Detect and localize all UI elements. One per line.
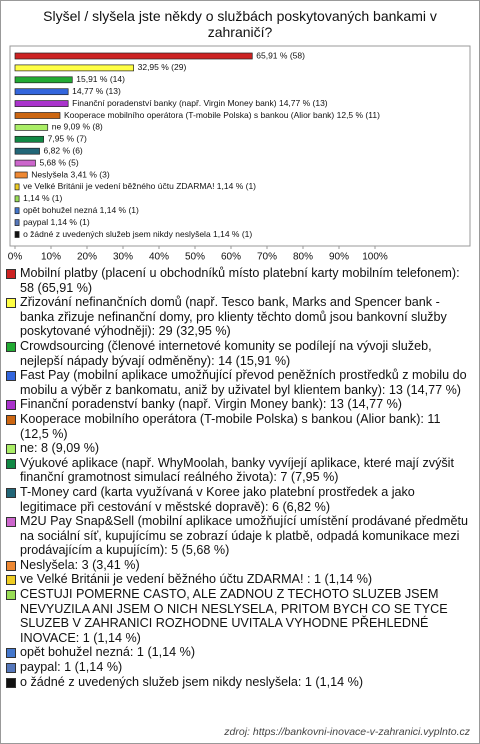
bar [14, 112, 61, 119]
legend-label: ve Velké Británii je vedení běžného účtu… [20, 572, 373, 587]
legend-entry: T-Money card (karta využívaná v Koree ja… [6, 485, 472, 514]
value-label: paypal 1,14 % (1) [23, 217, 90, 227]
legend-label: ne: 8 (9,09 %) [20, 441, 100, 456]
legend-label: opět bohužel nezná: 1 (1,14 %) [20, 645, 196, 660]
value-label: ne 9,09 % (8) [52, 122, 103, 132]
value-label: 7,95 % (7) [48, 134, 87, 144]
bar [14, 135, 44, 143]
legend-entry: o žádné z uvedených služeb jsem nikdy ne… [6, 675, 472, 690]
legend-entry: Neslyšela: 3 (3,41 %) [6, 558, 472, 573]
x-tick-label: 80% [293, 252, 313, 263]
bar [14, 171, 28, 179]
legend-entry: Kooperace mobilního operátora (T-mobile … [6, 412, 472, 441]
legend-label: T-Money card (karta využívaná v Koree ja… [20, 484, 415, 514]
legend-entry: ne: 8 (9,09 %) [6, 441, 472, 456]
legend-swatch [6, 560, 16, 571]
bar [14, 195, 20, 203]
value-label: ve Velké Británii je vedení běžného účtu… [23, 181, 256, 191]
legend-entry: Fast Pay (mobilní aplikace umožňující př… [6, 368, 472, 397]
value-label: 32,95 % (29) [138, 62, 187, 72]
chart-title: Slyšel / slyšela jste někdy o službách p… [43, 8, 437, 40]
legend-swatch [6, 400, 16, 411]
legend-label: Fast Pay (mobilní aplikace umožňující př… [20, 368, 467, 397]
legend-swatch [6, 458, 16, 469]
bar [14, 147, 40, 155]
x-tick-label: 70% [257, 252, 277, 263]
value-label: Kooperace mobilního operátora (T-mobile … [64, 110, 380, 120]
legend-swatch [6, 663, 16, 674]
value-label: 65,91 % (58) [256, 50, 305, 60]
legend-entry: Výukové aplikace (např. WhyMoolah, banky… [6, 456, 472, 485]
legend-entry: CESTUJI POMERNE CASTO, ALE ZADNOU Z TECH… [6, 587, 472, 645]
legend-entry: ve Velké Británii je vedení běžného účtu… [6, 572, 472, 587]
legend: Mobilní platby (placení u obchodníků mís… [6, 266, 472, 689]
legend-label: Finanční poradenství banky (např. Virgin… [20, 397, 402, 412]
legend-swatch [6, 590, 16, 601]
legend-label: Výukové aplikace (např. WhyMoolah, banky… [20, 455, 454, 485]
legend-swatch [6, 371, 16, 382]
legend-label: Crowdsourcing (členové internetové komun… [20, 338, 432, 368]
bar [14, 64, 134, 72]
legend-swatch [6, 575, 16, 586]
value-label: 14,77 % (13) [72, 86, 121, 96]
legend-entry: Crowdsourcing (členové internetové komun… [6, 339, 472, 368]
bar [14, 124, 49, 131]
value-label: 5,68 % (5) [39, 157, 78, 167]
bar [14, 219, 20, 226]
legend-swatch [6, 414, 16, 425]
x-tick-label: 60% [221, 252, 241, 263]
bar [14, 183, 20, 191]
value-label: 15,91 % (14) [76, 74, 125, 84]
legend-swatch [6, 487, 16, 498]
legend-label: M2U Pay Snap&Sell (mobilní aplikace umož… [20, 514, 469, 558]
x-tick-label: 100% [362, 252, 388, 263]
bar [14, 231, 20, 238]
legend-label: paypal: 1 (1,14 %) [20, 660, 123, 675]
legend-entry: Mobilní platby (placení u obchodníků mís… [6, 266, 472, 295]
value-label: opět bohužel nezná 1,14 % (1) [23, 205, 139, 215]
legend-entry: Zřizování nefinančních domů (např. Tesco… [6, 295, 472, 339]
x-tick-label: 30% [113, 252, 133, 263]
x-tick-label: 20% [77, 252, 97, 263]
bar [14, 76, 73, 84]
legend-swatch [6, 298, 16, 309]
legend-label: Kooperace mobilního operátora (T-mobile … [20, 411, 441, 441]
bar [14, 207, 20, 215]
bar [14, 52, 253, 60]
legend-entry: Finanční poradenství banky (např. Virgin… [6, 397, 472, 412]
x-tick-label: 50% [185, 252, 205, 263]
chart: 0% 10% 20% 30% 40% 50% 60% 70% 80% 90% 100% 65,91 %… [8, 45, 471, 263]
legend-label: Zřizování nefinančních domů (např. Tesco… [20, 295, 447, 339]
value-label: 1,14 % (1) [23, 193, 62, 203]
value-label: Finanční poradenství banky (např. Virgin… [72, 98, 328, 108]
value-label: Neslyšela 3,41 % (3) [31, 169, 110, 179]
legend-entry: paypal: 1 (1,14 %) [6, 660, 472, 675]
bar [14, 100, 69, 107]
x-tick-label: 40% [149, 252, 169, 263]
legend-entry: opět bohužel nezná: 1 (1,14 %) [6, 645, 472, 660]
legend-swatch [6, 517, 16, 528]
x-tick-label: 90% [329, 252, 349, 263]
legend-label: Neslyšela: 3 (3,41 %) [20, 557, 140, 572]
bar [14, 159, 36, 167]
legend-label: o žádné z uvedených služeb jsem nikdy ne… [20, 674, 364, 689]
source: zdroj: https://bankovni-inovace-v-zahran… [224, 726, 470, 738]
legend-swatch [6, 648, 16, 659]
legend-swatch [6, 444, 16, 455]
value-label: o žádné z uvedených služeb jsem nikdy ne… [23, 229, 252, 239]
value-label: 6,82 % (6) [44, 145, 83, 155]
legend-swatch [6, 341, 16, 352]
legend-label: CESTUJI POMERNE CASTO, ALE ZADNOU Z TECH… [20, 587, 448, 645]
bar [14, 88, 69, 96]
x-tick-label: 10% [41, 252, 61, 263]
legend-swatch [6, 677, 16, 688]
legend-swatch [6, 269, 16, 279]
legend-entry: M2U Pay Snap&Sell (mobilní aplikace umož… [6, 514, 472, 558]
x-tick-label: 0% [8, 252, 23, 263]
legend-label: Mobilní platby (placení u obchodníků mís… [20, 266, 460, 295]
plot-frame [9, 45, 471, 247]
